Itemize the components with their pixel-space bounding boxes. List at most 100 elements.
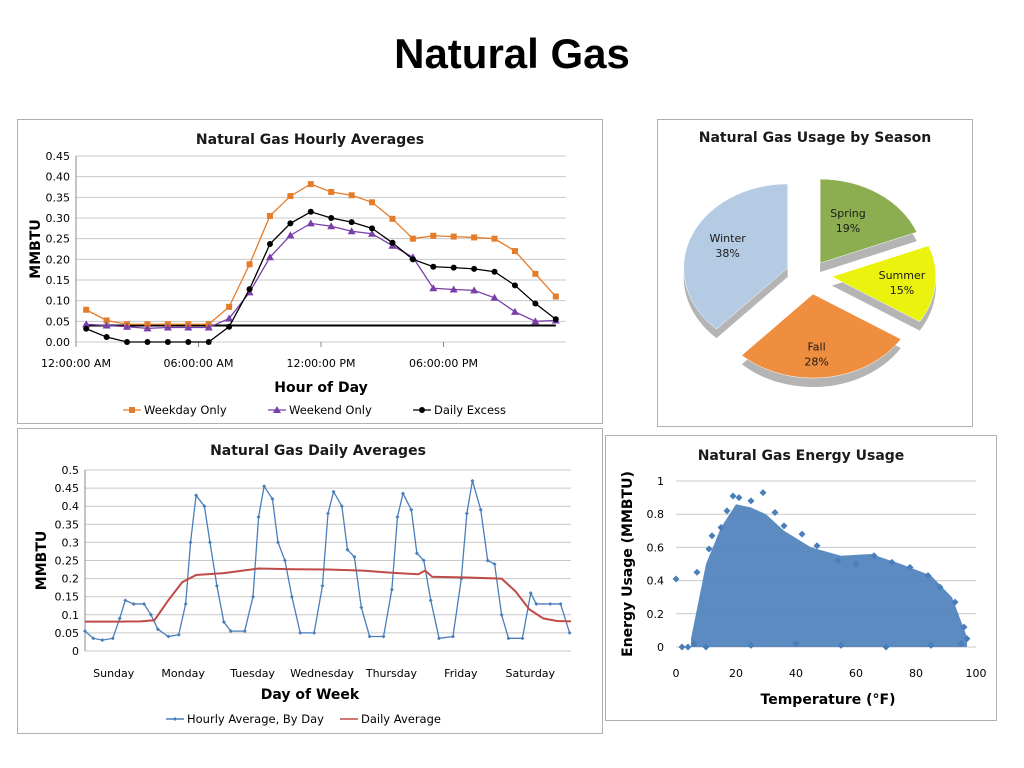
data-point: [176, 632, 181, 637]
data-point: [307, 208, 314, 215]
y-tick-label: 0: [657, 641, 664, 654]
daily-chart-svg: Natural Gas Daily Averages 0 0.05 0.1 0.15 0.…: [34, 443, 572, 726]
data-point: [228, 629, 233, 634]
x-tick-label: Wednesday: [290, 667, 354, 680]
y-tick-label: 0.4: [647, 575, 665, 588]
x-tick-label: 40: [789, 667, 803, 680]
scatter-point: [960, 623, 968, 631]
y-tick-label: 0.15: [55, 591, 80, 604]
data-point: [331, 489, 336, 494]
data-point: [389, 215, 396, 222]
data-point: [534, 601, 539, 606]
chart-title: Natural Gas Energy Usage: [698, 448, 905, 464]
data-point: [142, 601, 147, 606]
data-point: [242, 629, 247, 634]
scatter-point: [705, 545, 713, 553]
data-point: [265, 253, 274, 261]
series-weekday-only: [83, 181, 559, 328]
y-axis-label: MMBTU: [34, 531, 50, 590]
y-tick-label: 0.25: [55, 555, 80, 568]
data-point: [339, 504, 344, 509]
scatter-point: [957, 640, 965, 648]
data-point: [306, 219, 315, 227]
data-point: [531, 317, 540, 325]
y-tick-label: 0.4: [62, 500, 80, 513]
data-point: [520, 636, 525, 641]
legend-marker: [129, 407, 135, 413]
scatter-point: [882, 643, 890, 651]
x-tick-label: 06:00:00 PM: [409, 357, 478, 370]
y-tick-label: 0.45: [55, 482, 80, 495]
y-tick-label: 0.35: [46, 191, 71, 204]
data-point: [471, 265, 478, 272]
series-line: [85, 567, 572, 623]
scatter-point: [951, 598, 959, 606]
data-point: [409, 235, 416, 242]
data-point: [286, 231, 295, 239]
data-point: [103, 334, 110, 341]
y-tick-label: 0.15: [46, 274, 71, 287]
slice-label: Summer: [879, 269, 926, 282]
slice-label: Winter: [709, 232, 746, 245]
series-line: [85, 183, 557, 325]
scatter-point: [690, 640, 698, 648]
data-point: [103, 317, 110, 324]
data-point: [276, 540, 281, 545]
data-point: [183, 601, 188, 606]
y-tick-label: 0.3: [62, 536, 80, 549]
data-point: [368, 229, 377, 237]
data-point: [163, 323, 172, 331]
chart-title: Natural Gas Hourly Averages: [196, 132, 424, 148]
data-point: [131, 601, 136, 606]
hourly-averages-chart: Natural Gas Hourly Averages 0.00 0.05 0.10 0…: [17, 119, 603, 424]
y-tick-label: 0.1: [62, 609, 80, 622]
series-hourly-average-by-day: [83, 478, 572, 643]
pie-slice-fall: Fall 28%: [741, 293, 902, 388]
data-point: [144, 339, 151, 345]
data-point: [221, 620, 226, 625]
scatter-point: [717, 523, 725, 531]
y-tick-label: 1: [657, 475, 664, 488]
y-tick-label: 0.35: [55, 518, 80, 531]
data-point: [204, 323, 213, 331]
data-point: [490, 293, 499, 301]
data-point: [202, 504, 207, 509]
data-point: [320, 583, 325, 588]
scatter-point: [837, 641, 845, 649]
y-tick-label: 0.05: [55, 627, 80, 640]
y-tick-label: 0.5: [62, 464, 80, 477]
energy-chart-svg: Natural Gas Energy Usage 0 0.2 0.4 0.6 0.8 1 0 2…: [620, 448, 987, 708]
data-point: [491, 235, 498, 242]
data-point: [414, 551, 419, 556]
data-point: [506, 636, 511, 641]
scatter-point: [780, 522, 788, 530]
x-tick-label: Sunday: [93, 667, 135, 680]
x-tick-label: 80: [909, 667, 923, 680]
data-point: [326, 511, 330, 516]
data-point: [459, 576, 464, 581]
data-point: [83, 306, 90, 313]
scatter-point: [708, 532, 716, 540]
data-point: [470, 478, 475, 483]
daily-averages-chart: Natural Gas Daily Averages 0 0.05 0.1 0.15 0.…: [17, 428, 603, 734]
data-point: [205, 339, 212, 345]
data-point: [289, 594, 294, 599]
data-point: [287, 220, 294, 227]
data-point: [449, 285, 458, 293]
legend-label: Daily Excess: [434, 403, 506, 417]
data-point: [352, 554, 357, 559]
x-tick-label: 60: [849, 667, 863, 680]
data-point: [367, 634, 372, 639]
data-point: [123, 598, 128, 603]
legend-marker: [419, 407, 425, 413]
slice-percent: 15%: [890, 284, 914, 297]
scatter-point: [747, 641, 755, 649]
data-point: [246, 286, 253, 293]
y-tick-label: 0.05: [46, 315, 71, 328]
pie-slice-summer: Summer 15%: [831, 245, 937, 331]
y-tick-label: 0.20: [46, 253, 71, 266]
data-point: [389, 587, 394, 592]
data-point: [548, 601, 553, 606]
series-daily-excess: [83, 208, 559, 345]
data-point: [226, 303, 233, 310]
